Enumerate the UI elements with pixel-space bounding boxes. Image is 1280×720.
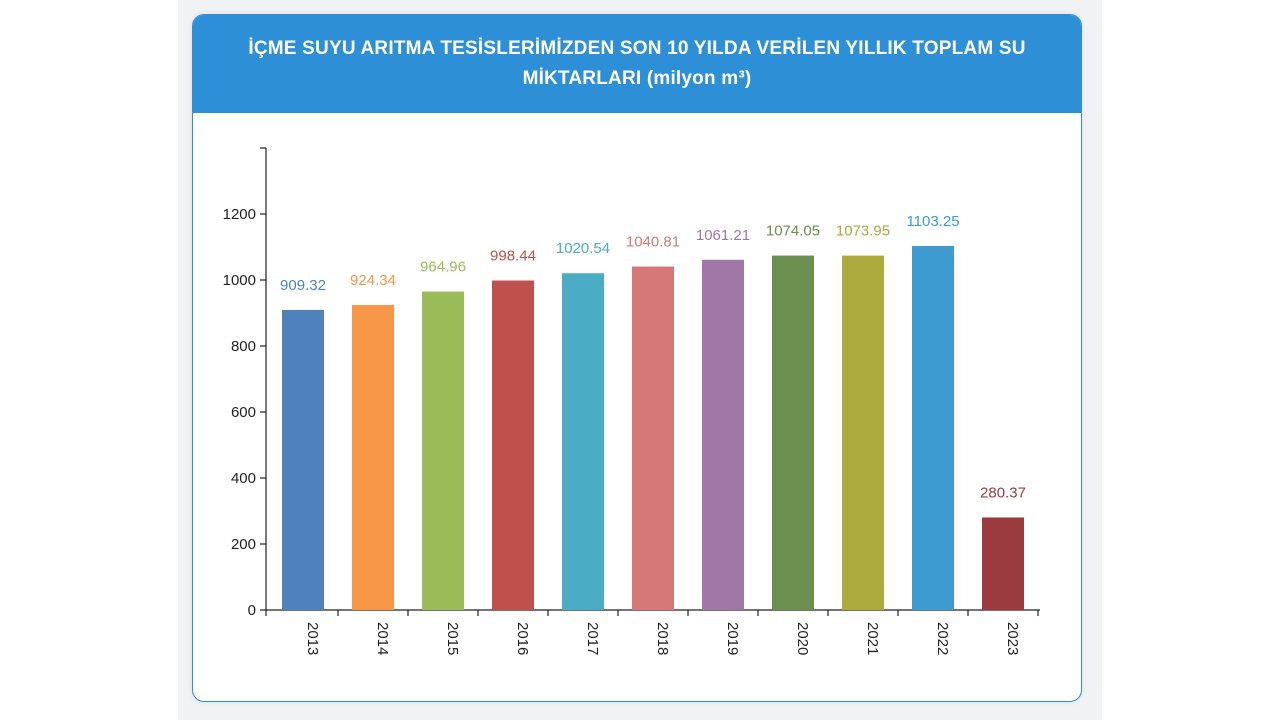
bar-2017 xyxy=(562,273,604,610)
value-label-2020: 1074.05 xyxy=(766,223,820,240)
value-label-2015: 964.96 xyxy=(420,259,466,276)
x-axis: 2013 2014 2015 2016 2017 2018 2019 2020 2021 2022… xyxy=(265,609,1040,655)
value-label-2017: 1020.54 xyxy=(556,240,610,257)
value-label-2016: 998.44 xyxy=(490,248,536,265)
bar-2023 xyxy=(982,517,1024,610)
y-tick-label: 1000 xyxy=(223,272,256,289)
x-tick-label-2019: 2019 xyxy=(724,622,741,655)
bar-2021 xyxy=(842,255,884,610)
bar-2022 xyxy=(912,245,954,611)
bar-2018 xyxy=(632,266,674,610)
bar-2019 xyxy=(702,259,744,610)
bars xyxy=(282,245,1024,611)
chart-title: İÇME SUYU ARITMA TESİSLERİMİZDEN SON 10 … xyxy=(248,38,1026,89)
x-tick-label-2017: 2017 xyxy=(584,622,601,655)
y-tick-label: 400 xyxy=(231,470,256,487)
y-tick-label: 0 xyxy=(248,602,256,619)
x-tick-label-2014: 2014 xyxy=(374,622,391,655)
value-label-2014: 924.34 xyxy=(350,272,396,289)
bar-2020 xyxy=(772,255,814,610)
x-tick-label-2023: 2023 xyxy=(1004,622,1021,655)
value-label-2021: 1073.95 xyxy=(836,223,890,240)
bar-2015 xyxy=(422,291,464,610)
y-tick-label: 200 xyxy=(231,536,256,553)
bar-2013 xyxy=(282,309,324,610)
x-tick-label-2016: 2016 xyxy=(514,622,531,655)
chart-header: İÇME SUYU ARITMA TESİSLERİMİZDEN SON 10 … xyxy=(193,15,1081,113)
y-tick-label: 600 xyxy=(231,404,256,421)
y-tick-label: 800 xyxy=(231,338,256,355)
value-label-2013: 909.32 xyxy=(280,277,326,294)
x-tick-label-2022: 2022 xyxy=(934,622,951,655)
value-label-2023: 280.37 xyxy=(980,484,1026,501)
bar-2016 xyxy=(492,280,534,610)
x-tick-label-2018: 2018 xyxy=(654,622,671,655)
y-tick-label: 1200 xyxy=(223,206,256,223)
value-label-2019: 1061.21 xyxy=(696,227,750,244)
value-label-2022: 1103.25 xyxy=(906,213,959,230)
x-tick-label-2013: 2013 xyxy=(304,622,321,655)
y-axis: 0 200 400 600 800 1000 1200 xyxy=(223,147,267,619)
x-tick-label-2021: 2021 xyxy=(864,622,881,655)
x-tick-label-2015: 2015 xyxy=(444,622,461,655)
x-tick-label-2020: 2020 xyxy=(794,622,811,655)
value-labels: 909.32 924.34 964.96 998.44 1020.54 1040.81 10… xyxy=(280,213,1026,502)
value-label-2018: 1040.81 xyxy=(626,234,680,251)
bar-2014 xyxy=(352,304,394,610)
